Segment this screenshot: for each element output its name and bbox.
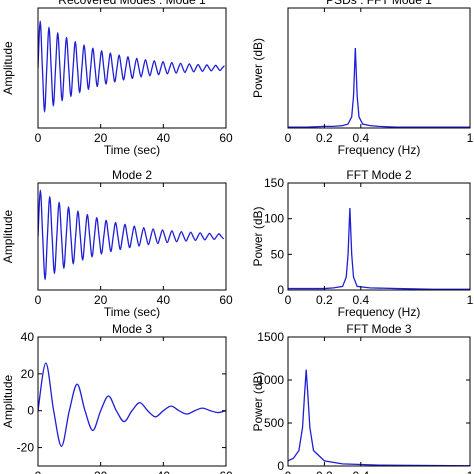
- x-tick-label: 0: [285, 293, 292, 307]
- y-axis-label: Power (dB): [251, 206, 265, 266]
- x-tick-label: 0: [35, 131, 42, 145]
- x-tick-label: 40: [157, 131, 171, 145]
- subplot-title: Mode 2: [112, 168, 152, 182]
- axis-box: [37, 7, 227, 129]
- plot-content: [38, 189, 225, 281]
- x-axis-label: Time (sec): [104, 143, 160, 157]
- subplot-title: Mode 3: [112, 322, 152, 336]
- plot-area: [288, 8, 470, 128]
- x-tick-label: 0: [285, 469, 292, 474]
- y-tick-label: 1000: [257, 373, 284, 387]
- data-line: [38, 20, 225, 113]
- data-line: [288, 47, 470, 128]
- x-axis-label: Time (sec): [104, 305, 160, 319]
- subplot: 0 20 40 60 Recovered Modes : Mode 1 Time (sec…: [1, 0, 233, 157]
- y-tick-label: 1500: [257, 330, 284, 344]
- plot-content: [38, 362, 226, 447]
- x-tick-label: 1: [467, 469, 474, 474]
- subplot-title: PSDs : FFT Mode 1: [326, 0, 432, 7]
- subplot-title: FFT Mode 3: [346, 322, 411, 336]
- x-tick-label: 60: [219, 469, 233, 474]
- x-tick-label: 60: [219, 293, 233, 307]
- subplot: 0 20 40 60 Mode 2 Time (sec) Amplitude: [1, 168, 233, 319]
- x-axis-label: Frequency (Hz): [338, 305, 421, 319]
- data-line: [288, 207, 470, 290]
- x-axis-label: Frequency (Hz): [338, 143, 421, 157]
- y-tick-label: 150: [264, 176, 284, 190]
- y-tick-label: 0: [277, 459, 284, 473]
- data-line: [288, 369, 470, 466]
- plot-area: [288, 183, 470, 290]
- plot-area: [288, 337, 470, 466]
- x-tick-label: 0.4: [352, 131, 369, 145]
- x-tick-label: 60: [219, 131, 233, 145]
- x-tick-label: 1: [467, 293, 474, 307]
- x-tick-label: 20: [94, 469, 108, 474]
- plot-content: [288, 47, 470, 128]
- axis-box: [37, 182, 227, 291]
- subplot: 00.20.41050010001500FFT Mode 3Frequency …: [251, 322, 474, 474]
- subplot: 0 0.2 0.4 1 PSDs : FFT Mode 1 Frequency (Hz) P…: [251, 0, 474, 157]
- plot-content: [288, 207, 470, 290]
- data-line: [38, 189, 225, 281]
- y-tick-label: 0: [27, 404, 34, 418]
- x-tick-label: 0.4: [352, 469, 369, 474]
- x-tick-label: 0: [35, 293, 42, 307]
- x-tick-label: 0.2: [316, 131, 333, 145]
- y-axis-label: Power (dB): [251, 371, 265, 431]
- plot-content: [288, 369, 470, 466]
- subplot-title: Recovered Modes : Mode 1: [58, 0, 206, 7]
- y-tick-label: 20: [21, 367, 35, 381]
- y-axis-label: Amplitude: [1, 210, 15, 264]
- y-tick-label: 50: [271, 247, 285, 261]
- plot-area: [38, 8, 226, 128]
- x-tick-label: 20: [94, 131, 108, 145]
- x-tick-label: 0.2: [316, 293, 333, 307]
- y-tick-label: 0: [277, 283, 284, 297]
- y-axis-label: Amplitude: [1, 41, 15, 95]
- x-tick-label: 40: [157, 469, 171, 474]
- plot-content: [38, 20, 225, 113]
- y-tick-label: -20: [17, 441, 35, 455]
- y-tick-label: 40: [21, 330, 35, 344]
- axis-box: [287, 182, 471, 291]
- x-tick-label: 0.2: [316, 469, 333, 474]
- plot-area: [38, 337, 226, 466]
- y-axis-label: Amplitude: [1, 375, 15, 429]
- x-tick-label: 20: [94, 293, 108, 307]
- x-tick-label: 1: [467, 131, 474, 145]
- x-tick-label: 0.4: [352, 293, 369, 307]
- x-tick-label: 0: [285, 131, 292, 145]
- y-tick-label: 500: [264, 416, 284, 430]
- y-axis-label: Power (dB): [251, 38, 265, 98]
- axis-box: [287, 7, 471, 129]
- x-tick-label: 40: [157, 293, 171, 307]
- x-tick-label: 0: [35, 469, 42, 474]
- subplot-title: FFT Mode 2: [346, 168, 411, 182]
- axis-box: [287, 336, 471, 467]
- data-line: [38, 362, 226, 447]
- axis-box: [37, 336, 227, 467]
- y-tick-label: 100: [264, 212, 284, 226]
- subplot: 0 0.2 0.4 1 0 50 100 150 FFT Mode 2 Frequency (Hz…: [251, 168, 474, 319]
